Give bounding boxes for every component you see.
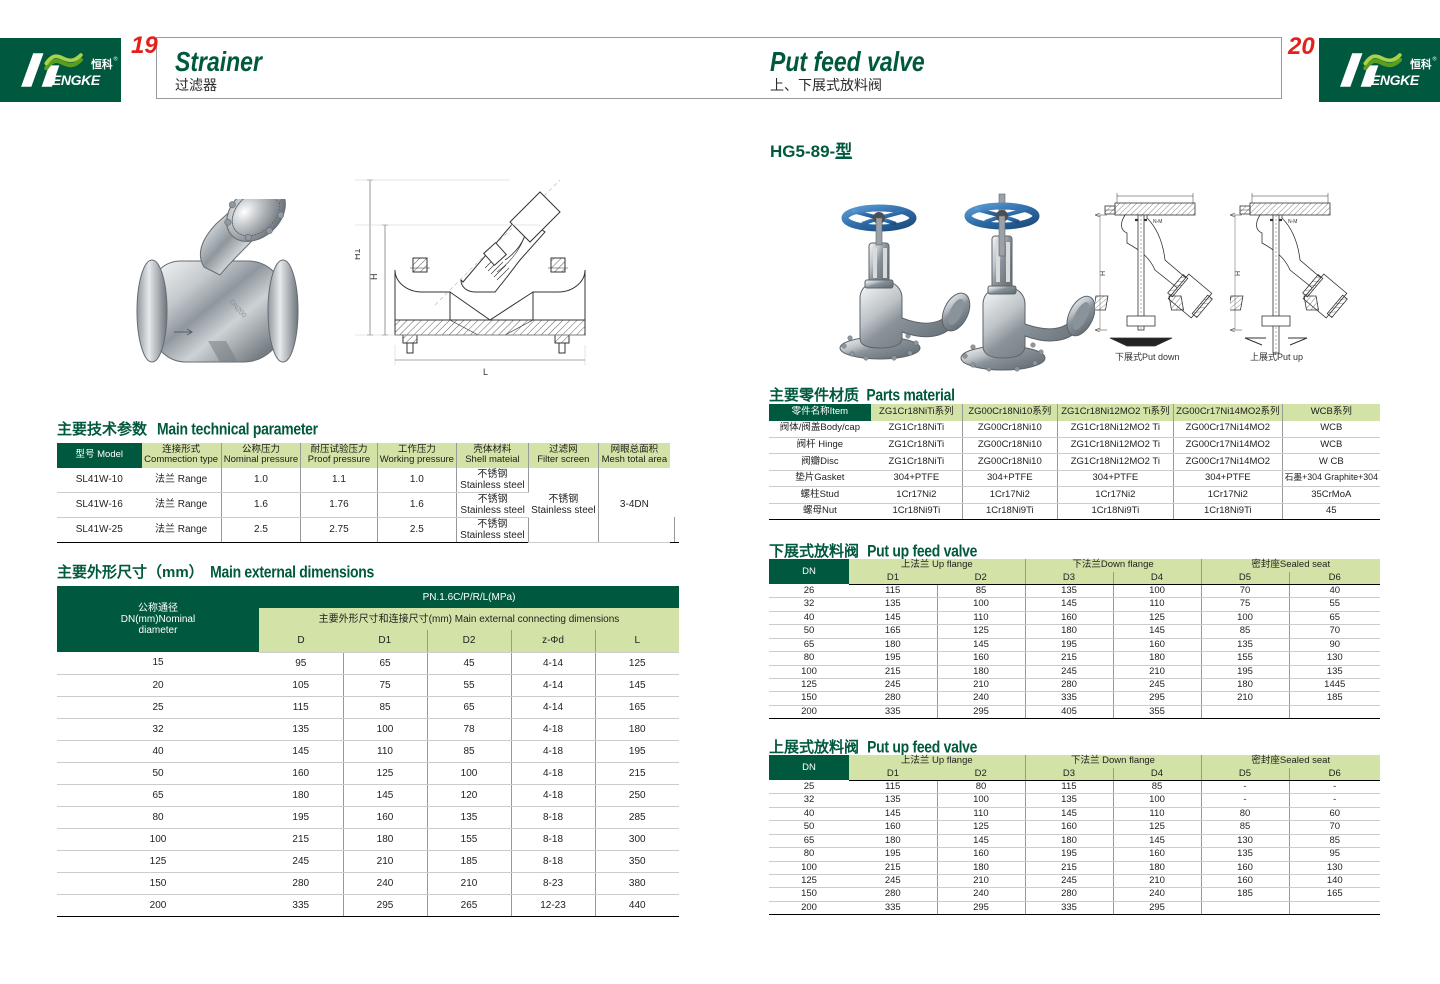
svg-text:恒科: 恒科 bbox=[1410, 58, 1432, 71]
svg-text:H: H bbox=[1235, 271, 1242, 276]
svg-text:N-M: N-M bbox=[1153, 219, 1162, 225]
svg-text:L: L bbox=[483, 367, 488, 377]
svg-text:恒科: 恒科 bbox=[91, 58, 113, 71]
svg-text:H: H bbox=[1100, 271, 1107, 276]
svg-text:ENGKE: ENGKE bbox=[52, 72, 101, 88]
svg-text:ENGKE: ENGKE bbox=[1371, 72, 1420, 88]
svg-text:上展式Put up: 上展式Put up bbox=[1250, 351, 1303, 362]
svg-text:H1: H1 bbox=[355, 248, 362, 260]
svg-text:H: H bbox=[369, 274, 379, 281]
svg-text:N-M: N-M bbox=[1288, 219, 1297, 225]
svg-text:下展式Put down: 下展式Put down bbox=[1115, 351, 1180, 362]
